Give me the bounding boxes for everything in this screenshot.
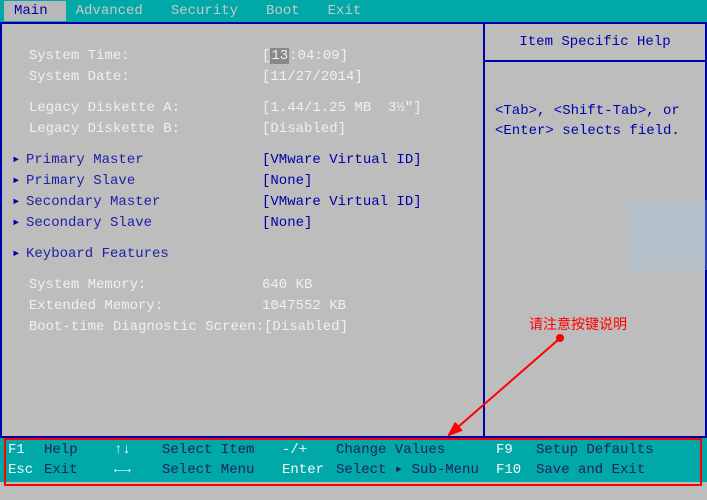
menu-main[interactable]: Main	[4, 1, 66, 21]
row-system-time[interactable]: System Time: [13:04:09]	[12, 46, 473, 67]
row-system-date[interactable]: System Date: [11/27/2014]	[12, 67, 473, 88]
value-boot-diag: [Disabled]	[264, 317, 348, 338]
key-plusminus: -/+	[282, 441, 336, 461]
key-leftright: ←→	[114, 461, 162, 481]
submenu-icon: ▸	[12, 171, 26, 192]
help-body: <Tab>, <Shift-Tab>, or <Enter> selects f…	[485, 62, 705, 181]
submenu-icon: ▸	[12, 213, 26, 234]
key-enter: Enter	[282, 461, 336, 481]
action-change-values: Change Values	[336, 441, 496, 461]
menu-advanced[interactable]: Advanced	[66, 1, 161, 21]
value-system-time: [13:04:09]	[262, 46, 348, 67]
menu-boot[interactable]: Boot	[256, 1, 318, 21]
menu-security[interactable]: Security	[161, 1, 256, 21]
footer-bar: F1 Help ↑↓ Select Item -/+ Change Values…	[0, 438, 707, 482]
value-primary-master: [VMware Virtual ID]	[262, 150, 422, 171]
label-extended-memory: Extended Memory:	[12, 296, 262, 317]
row-keyboard-features[interactable]: ▸Keyboard Features	[12, 244, 473, 265]
help-panel: Item Specific Help <Tab>, <Shift-Tab>, o…	[485, 24, 705, 436]
row-primary-slave[interactable]: ▸Primary Slave [None]	[12, 171, 473, 192]
value-diskette-a: [1.44/1.25 MB 3½"]	[262, 98, 422, 119]
key-updown: ↑↓	[114, 441, 162, 461]
label-system-memory: System Memory:	[12, 275, 262, 296]
watermark	[627, 200, 707, 270]
action-setup-defaults: Setup Defaults	[536, 441, 654, 461]
submenu-icon: ▸	[12, 192, 26, 213]
key-esc: Esc	[8, 461, 44, 481]
main-panel: System Time: [13:04:09] System Date: [11…	[0, 22, 707, 438]
key-f1: F1	[8, 441, 44, 461]
action-help: Help	[44, 441, 114, 461]
row-secondary-master[interactable]: ▸Secondary Master [VMware Virtual ID]	[12, 192, 473, 213]
menu-exit[interactable]: Exit	[318, 1, 380, 21]
value-secondary-master: [VMware Virtual ID]	[262, 192, 422, 213]
label-primary-slave: ▸Primary Slave	[12, 171, 262, 192]
label-primary-master: ▸Primary Master	[12, 150, 262, 171]
label-diskette-b: Legacy Diskette B:	[12, 119, 262, 140]
row-diskette-a[interactable]: Legacy Diskette A: [1.44/1.25 MB 3½"]	[12, 98, 473, 119]
submenu-icon: ▸	[12, 150, 26, 171]
row-system-memory: System Memory: 640 KB	[12, 275, 473, 296]
action-select-menu: Select Menu	[162, 461, 282, 481]
row-diskette-b[interactable]: Legacy Diskette B: [Disabled]	[12, 119, 473, 140]
value-extended-memory: 1047552 KB	[262, 296, 346, 317]
label-secondary-master: ▸Secondary Master	[12, 192, 262, 213]
label-secondary-slave: ▸Secondary Slave	[12, 213, 262, 234]
row-extended-memory: Extended Memory: 1047552 KB	[12, 296, 473, 317]
label-diskette-a: Legacy Diskette A:	[12, 98, 262, 119]
help-line2: <Enter> selects field.	[495, 122, 695, 142]
menu-bar: Main Advanced Security Boot Exit	[0, 0, 707, 22]
label-keyboard-features: ▸Keyboard Features	[12, 244, 262, 265]
settings-panel: System Time: [13:04:09] System Date: [11…	[2, 24, 485, 436]
action-exit: Exit	[44, 461, 114, 481]
action-select-submenu: Select ▸ Sub-Menu	[336, 461, 496, 481]
help-line1: <Tab>, <Shift-Tab>, or	[495, 102, 695, 122]
bios-screen: Main Advanced Security Boot Exit System …	[0, 0, 707, 500]
row-primary-master[interactable]: ▸Primary Master [VMware Virtual ID]	[12, 150, 473, 171]
label-boot-diag: Boot-time Diagnostic Screen:	[12, 317, 264, 338]
action-select-item: Select Item	[162, 441, 282, 461]
key-f10: F10	[496, 461, 536, 481]
submenu-icon: ▸	[12, 244, 26, 265]
value-secondary-slave: [None]	[262, 213, 312, 234]
label-system-time: System Time:	[12, 46, 262, 67]
value-system-memory: 640 KB	[262, 275, 312, 296]
value-primary-slave: [None]	[262, 171, 312, 192]
value-diskette-b: [Disabled]	[262, 119, 346, 140]
help-title: Item Specific Help	[485, 24, 705, 62]
footer-row-2: Esc Exit ←→ Select Menu Enter Select ▸ S…	[0, 461, 707, 481]
label-system-date: System Date:	[12, 67, 262, 88]
row-secondary-slave[interactable]: ▸Secondary Slave [None]	[12, 213, 473, 234]
key-f9: F9	[496, 441, 536, 461]
footer-row-1: F1 Help ↑↓ Select Item -/+ Change Values…	[0, 441, 707, 461]
row-boot-diag[interactable]: Boot-time Diagnostic Screen: [Disabled]	[12, 317, 473, 338]
action-save-exit: Save and Exit	[536, 461, 645, 481]
value-system-date: [11/27/2014]	[262, 67, 363, 88]
